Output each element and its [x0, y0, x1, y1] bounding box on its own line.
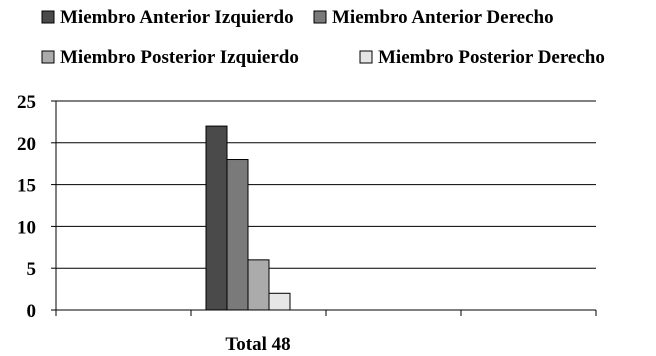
y-tick-label: 15 [17, 176, 36, 197]
bar-1-1 [205, 125, 228, 311]
bar-2-1 [226, 159, 249, 311]
legend-swatch-3 [41, 50, 55, 64]
bar-3-1 [247, 259, 270, 311]
x-category-label: Total 48 [225, 334, 290, 355]
y-tick-label: 20 [17, 134, 36, 155]
bars [205, 125, 291, 311]
y-tick-label: 0 [27, 301, 37, 322]
y-axis-ticks: 0 5 10 15 20 25 [17, 92, 56, 322]
x-axis-labels: Total 48 [225, 334, 290, 355]
gridlines [56, 100, 596, 269]
legend-label-4: Miembro Posterior Derecho [378, 47, 605, 68]
bar-4-1 [268, 292, 291, 311]
legend-label-3: Miembro Posterior Izquierdo [60, 47, 299, 68]
y-tick-label: 5 [27, 259, 37, 280]
legend-swatch-4 [359, 50, 373, 64]
axes [55, 101, 597, 316]
legend-swatch-2 [313, 10, 327, 24]
y-tick-label: 25 [17, 92, 36, 113]
legend-swatch-1 [41, 10, 55, 24]
legend-label-2: Miembro Anterior Derecho [332, 7, 554, 28]
y-tick-label: 10 [17, 217, 36, 238]
legend-label-1: Miembro Anterior Izquierdo [60, 7, 294, 28]
legend: Miembro Anterior Izquierdo Miembro Anteri… [41, 7, 605, 68]
